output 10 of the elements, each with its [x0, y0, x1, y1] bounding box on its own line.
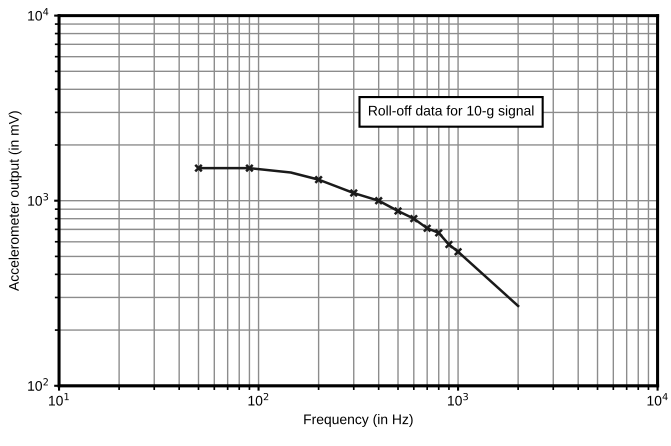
y-axis-title: Accelerometer output (in mV) — [8, 111, 22, 291]
x-tick-label: 10$^{4}$ — [648, 393, 668, 406]
x-tick-label: 10$^{2}$ — [248, 392, 268, 406]
annotation: Roll-off data for 10-g signal — [368, 105, 534, 118]
y-tick-label: 10$^{2}$ — [28, 378, 48, 391]
x-axis-title: Frequency (in Hz) — [304, 414, 413, 427]
x-tick-label: 10$^{1}$ — [48, 393, 69, 406]
y-tick-label: 10$^{3}$ — [28, 193, 48, 206]
y-tick-label: 10$^{4}$ — [28, 8, 48, 21]
x-tick-label: 10$^{3}$ — [448, 392, 468, 406]
